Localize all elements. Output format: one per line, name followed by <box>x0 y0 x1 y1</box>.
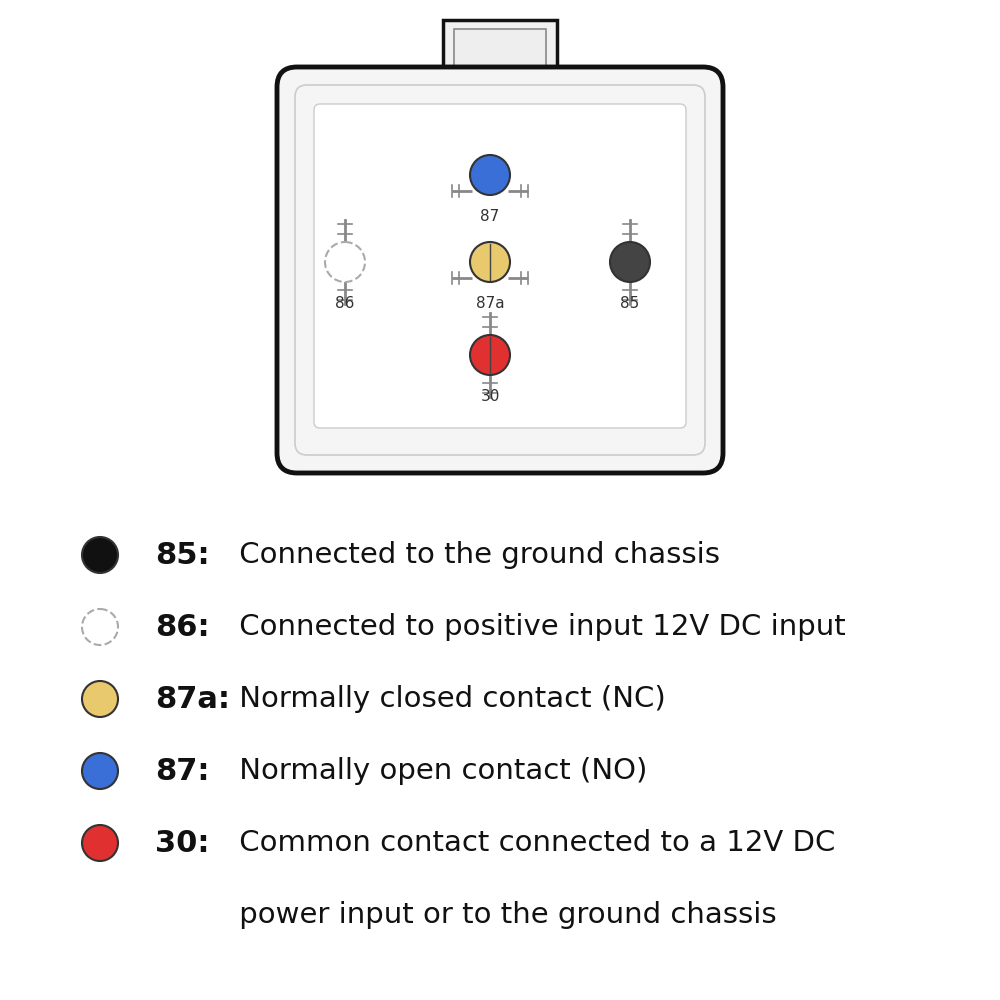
Text: Normally open contact (NO): Normally open contact (NO) <box>230 757 647 785</box>
Text: 30: 30 <box>480 389 500 404</box>
Text: Connected to the ground chassis: Connected to the ground chassis <box>230 541 720 569</box>
Circle shape <box>82 753 118 789</box>
FancyBboxPatch shape <box>314 104 686 428</box>
Text: 87:: 87: <box>155 756 210 786</box>
Circle shape <box>470 242 510 282</box>
Circle shape <box>82 609 118 645</box>
Circle shape <box>470 155 510 195</box>
Text: Connected to positive input 12V DC input: Connected to positive input 12V DC input <box>230 613 846 641</box>
Circle shape <box>610 242 650 282</box>
Circle shape <box>325 242 365 282</box>
FancyBboxPatch shape <box>295 85 705 455</box>
Text: 85:: 85: <box>155 540 210 570</box>
Text: 87: 87 <box>480 209 500 224</box>
Bar <box>443 20 557 85</box>
Circle shape <box>82 681 118 717</box>
Circle shape <box>82 825 118 861</box>
Text: 86: 86 <box>335 296 355 311</box>
Text: 86:: 86: <box>155 612 210 642</box>
Text: 87a:: 87a: <box>155 684 230 714</box>
Text: power input or to the ground chassis: power input or to the ground chassis <box>230 901 777 929</box>
Text: Common contact connected to a 12V DC: Common contact connected to a 12V DC <box>230 829 835 857</box>
FancyBboxPatch shape <box>277 67 723 473</box>
Text: 30:: 30: <box>155 828 210 857</box>
Text: 87a: 87a <box>476 296 504 311</box>
Text: Normally closed contact (NC): Normally closed contact (NC) <box>230 685 666 713</box>
Circle shape <box>470 335 510 375</box>
Text: 85: 85 <box>620 296 640 311</box>
Bar <box>454 29 546 79</box>
Circle shape <box>82 537 118 573</box>
